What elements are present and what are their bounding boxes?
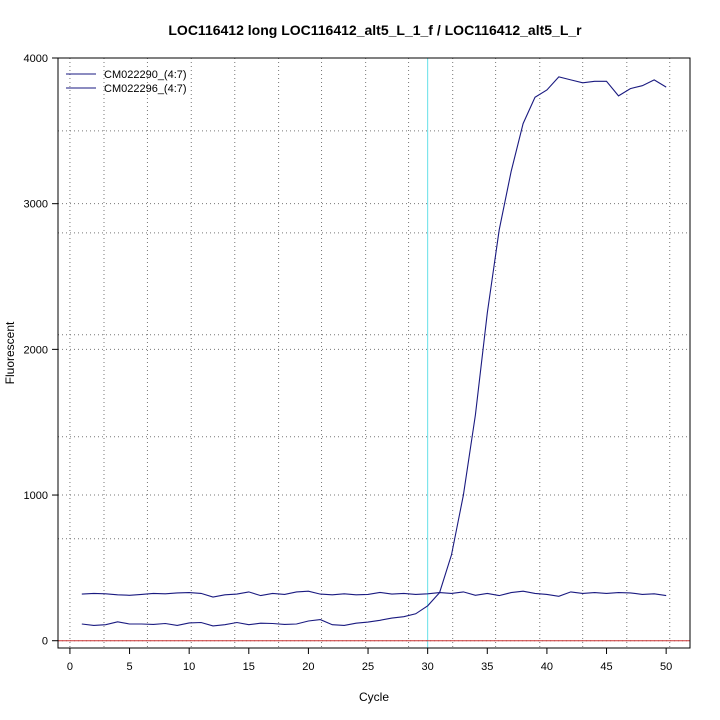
x-axis-label: Cycle bbox=[359, 690, 389, 704]
y-tick-label-2: 2000 bbox=[24, 344, 48, 356]
x-axis: 0 5 10 15 20 25 30 35 40 45 50 bbox=[67, 648, 672, 673]
x-tick-label-9: 45 bbox=[600, 661, 612, 673]
x-tick-label-3: 15 bbox=[243, 661, 255, 673]
y-tick-label-0: 0 bbox=[42, 636, 48, 648]
legend: CM022290_(4:7) CM022296_(4:7) bbox=[66, 69, 187, 95]
x-tick-label-4: 20 bbox=[302, 661, 314, 673]
x-tick-label-6: 30 bbox=[422, 661, 434, 673]
y-tick-label-1: 1000 bbox=[24, 490, 48, 502]
legend-label-1: CM022296_(4:7) bbox=[104, 83, 187, 95]
series-line-1 bbox=[81, 590, 667, 598]
y-tick-label-4: 4000 bbox=[24, 53, 48, 65]
x-tick-label-5: 25 bbox=[362, 661, 374, 673]
x-tick-label-8: 40 bbox=[541, 661, 553, 673]
x-tick-label-0: 0 bbox=[67, 661, 73, 673]
y-axis-label: Fluorescent bbox=[3, 321, 17, 384]
legend-label-0: CM022290_(4:7) bbox=[104, 69, 187, 81]
series-line-0 bbox=[81, 76, 667, 627]
y-tick-label-3: 3000 bbox=[24, 199, 48, 211]
chart-title: LOC116412 long LOC116412_alt5_L_1_f / LO… bbox=[168, 22, 582, 38]
plot-frame bbox=[57, 57, 691, 649]
series-layer bbox=[81, 76, 667, 627]
x-tick-label-2: 10 bbox=[183, 661, 195, 673]
x-tick-label-10: 50 bbox=[660, 661, 672, 673]
x-tick-label-7: 35 bbox=[481, 661, 493, 673]
x-tick-label-1: 5 bbox=[126, 661, 132, 673]
y-axis: 0 1000 2000 3000 4000 bbox=[24, 53, 58, 648]
